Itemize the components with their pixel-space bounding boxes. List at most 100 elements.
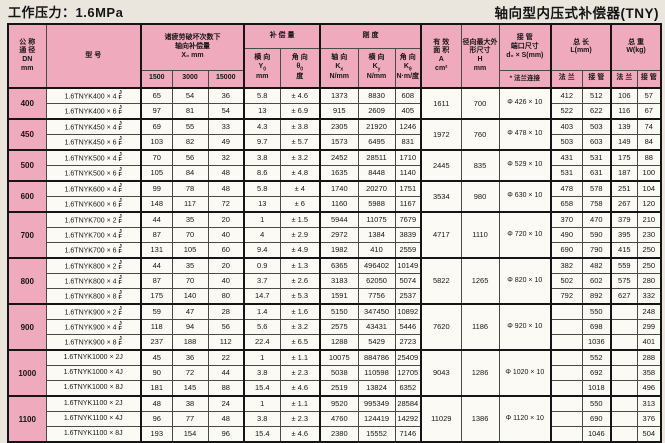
length-flange-cell	[550, 319, 583, 335]
length-pipe-cell: 1046	[581, 426, 612, 443]
length-pipe-cell: 550	[581, 303, 612, 320]
x15000-cell: 24	[207, 395, 245, 412]
table-row: 700 1.6TNYK700 × 2 J F 44 35 20 1 ± 1.5 5944 11075…	[7, 211, 662, 259]
lateral-comp-cell: 22.4	[243, 334, 281, 351]
lateral-stiffness-cell: 28511	[357, 149, 396, 166]
weight-pipe-cell: 74	[636, 118, 662, 135]
lateral-comp-cell: 14.7	[243, 288, 281, 305]
x15000-cell: 44	[207, 365, 245, 381]
x1500-cell: 96	[140, 411, 173, 427]
weight-flange-cell	[610, 380, 638, 397]
weight-pipe-cell: 376	[636, 411, 662, 427]
axial-stiffness-cell: 1373	[319, 87, 359, 104]
radial-dimension-cell: 700	[460, 87, 500, 120]
pipe-size-cell: Φ 529 × 10	[498, 149, 552, 182]
x1500-cell: 103	[140, 134, 173, 151]
angular-stiffness-cell: 2537	[394, 288, 422, 305]
radial-dimension-cell: 835	[460, 149, 500, 182]
header-axial-stiffness: 轴 向 Kx N/mm	[319, 47, 359, 89]
axial-stiffness-cell: 4760	[319, 411, 359, 427]
effective-area-cell: 4717	[420, 211, 462, 259]
weight-flange-cell: 379	[610, 211, 638, 228]
weight-flange-cell: 149	[610, 134, 638, 151]
model-cell: 1.6TNYK1100 × 2J	[45, 395, 142, 412]
length-pipe-cell: 470	[581, 211, 612, 228]
axial-stiffness-cell: 1591	[319, 288, 359, 305]
lateral-comp-cell: 3.8	[243, 365, 281, 381]
header-radial-max-dimension: 径向最大外 形尺寸 H mm	[460, 23, 500, 89]
x3000-cell: 77	[171, 411, 209, 427]
lateral-stiffness-cell: 2609	[357, 103, 396, 120]
x15000-cell: 48	[207, 411, 245, 427]
x1500-cell: 87	[140, 227, 173, 243]
weight-pipe-cell: 280	[636, 273, 662, 289]
lateral-stiffness-cell: 13824	[357, 380, 396, 397]
title-bar: 工作压力：1.6MPa 轴向型内压式补偿器(TNY)	[8, 2, 659, 22]
angular-comp-cell: ± 3.2	[279, 149, 321, 166]
effective-area-cell: 1972	[420, 118, 462, 151]
length-pipe-cell: 692	[581, 365, 612, 381]
length-flange-cell: 503	[550, 134, 583, 151]
x3000-cell: 117	[171, 196, 209, 213]
table-row: 1.6TNYK1100 × 4J 96 77 48 3.8 ± 2.3 4760 124419…	[8, 411, 662, 427]
angular-comp-cell: ± 2.9	[279, 227, 321, 243]
weight-pipe-cell: 88	[636, 149, 662, 166]
x3000-cell: 145	[171, 380, 209, 397]
header-cycles-15000: 15000	[207, 69, 245, 89]
lateral-comp-cell: 5.8	[243, 180, 281, 197]
length-pipe-cell: 1018	[581, 380, 612, 397]
length-flange-cell	[550, 334, 583, 351]
angular-stiffness-cell: 10892	[394, 303, 422, 320]
table-row: 1.6TNYK1000 × 8J 181 145 88 15.4 ± 4.6 2519 138…	[8, 380, 662, 397]
x1500-cell: 90	[140, 365, 173, 381]
weight-flange-cell: 139	[610, 118, 638, 135]
angular-stiffness-cell: 28584	[394, 395, 422, 412]
length-flange-cell	[550, 365, 583, 381]
pipe-size-cell: Φ 720 × 10	[498, 211, 552, 259]
table-row: 1.6TNYK800 × 8 J F 175 140 80 14.7 ± 5.3 1591 775…	[8, 288, 662, 305]
angular-comp-cell: ± 5.7	[279, 134, 321, 151]
lateral-comp-cell: 13	[243, 103, 281, 120]
x1500-cell: 44	[140, 257, 173, 274]
length-pipe-cell: 892	[581, 288, 612, 305]
x15000-cell: 48	[207, 165, 245, 182]
length-pipe-cell: 698	[581, 319, 612, 335]
header-axial-compensation: 诸疲劳破坏次数下 轴向补偿量 X₀ mm	[139, 23, 245, 71]
angular-comp-cell: ± 1.1	[279, 395, 321, 412]
table-row: 1000 1.6TNYK1000 × 2J 45 36 22 1 ± 1.1 10075 884…	[7, 349, 662, 397]
x15000-cell: 60	[207, 242, 245, 259]
weight-flange-cell: 559	[610, 257, 638, 274]
axial-stiffness-cell: 5944	[319, 211, 359, 228]
length-flange-cell: 502	[550, 273, 583, 289]
angular-stiffness-cell: 3839	[394, 227, 422, 243]
table-row: 1.6TNYK700 × 4 J F 87 70 40 4 ± 2.9 2972 1384 3839…	[8, 227, 662, 243]
lateral-comp-cell: 3.8	[243, 411, 281, 427]
model-cell: 1.6TNYK1000 × 4J	[45, 365, 142, 381]
header-cycles-1500: 1500	[140, 69, 173, 89]
length-pipe-cell: 603	[581, 134, 612, 151]
weight-pipe-cell: 57	[636, 87, 662, 104]
length-pipe-cell: 690	[581, 411, 612, 427]
x3000-cell: 35	[171, 211, 209, 228]
x3000-cell: 105	[171, 242, 209, 259]
weight-flange-cell	[610, 426, 638, 443]
x15000-cell: 28	[207, 303, 245, 320]
angular-stiffness-cell: 7679	[394, 211, 422, 228]
x3000-cell: 36	[171, 349, 209, 366]
header-effective-area: 有 效 面 积 A cm²	[420, 23, 462, 89]
weight-flange-cell	[610, 395, 638, 412]
x3000-cell: 72	[171, 365, 209, 381]
weight-flange-cell	[610, 365, 638, 381]
angular-stiffness-cell: 25409	[394, 349, 422, 366]
weight-pipe-cell: 248	[636, 303, 662, 320]
angular-comp-cell: ± 1.3	[279, 257, 321, 274]
x15000-cell: 40	[207, 227, 245, 243]
axial-stiffness-cell: 5150	[319, 303, 359, 320]
lateral-stiffness-cell: 62050	[357, 273, 396, 289]
